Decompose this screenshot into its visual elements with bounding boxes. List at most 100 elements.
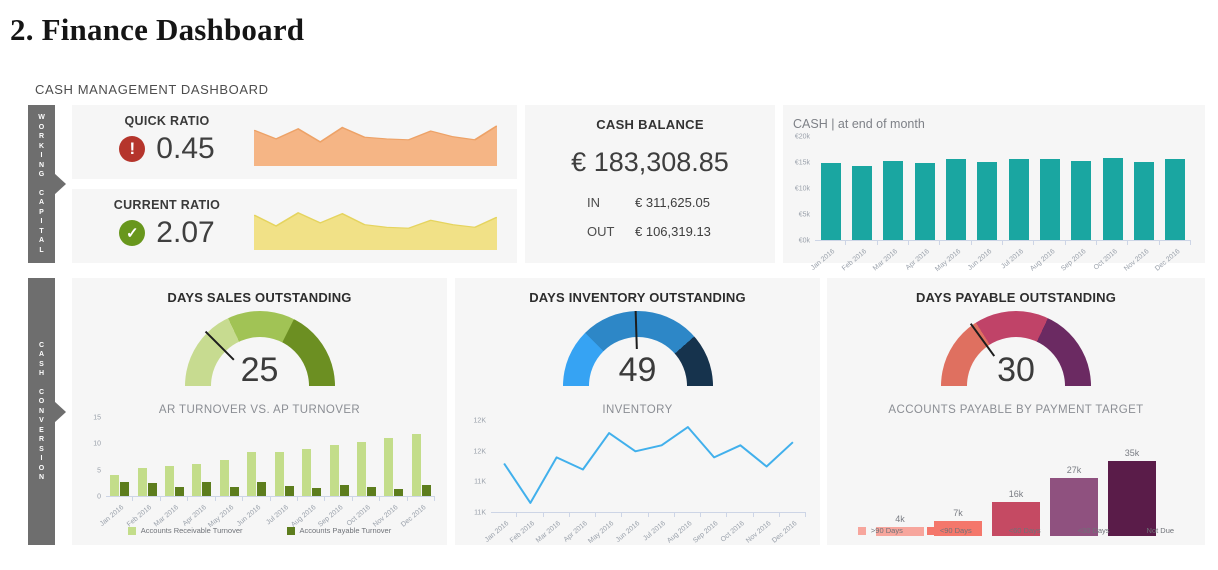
bar [1108,461,1156,536]
bar-value-label: 16k [1008,488,1024,499]
legend-item: <60 Days [995,526,1041,535]
bar [883,160,904,240]
y-axis-labels: 0 5 10 15 [80,415,106,501]
x-tick-label: Jul 2016 [999,248,1025,271]
legend-swatch [286,526,295,535]
cash-out-row: OUT € 106,319.13 [587,224,775,239]
x-slot: Jan 2016 [483,513,518,544]
cash-out-value: € 106,319.13 [635,224,711,239]
bar-slot [1034,137,1065,240]
vertical-tab-letter: C [38,189,45,197]
x-slot: Mar 2016 [535,513,570,544]
axis-tick [187,497,189,501]
dso-value: 25 [240,351,279,389]
vertical-tab-letter: R [38,436,45,443]
bar [820,162,841,240]
vertical-tab-letter: W [38,114,45,121]
legend-label: Accounts Payable Turnover [299,526,392,535]
bar-group [133,418,160,496]
x-slot: May 2016 [587,513,623,545]
x-slot: Nov 2016 [745,513,780,545]
legend-swatch [995,526,1004,535]
bar [329,445,339,496]
x-axis-labels: Jan 2016 Feb 2016 Mar 2016 Apr 2016 May 2016… [99,497,436,529]
vertical-tab-letter: I [40,455,43,462]
x-slot: Jun 2016 [967,241,1003,272]
bar [175,487,185,496]
x-slot: Dec 2016 [771,513,806,545]
bars-area [815,137,1191,241]
current-ratio-sparkline [254,204,497,250]
bar [120,482,130,496]
axis-tick [752,513,754,517]
bar-group [161,418,188,496]
bar [165,465,175,496]
bar [421,484,431,496]
axis-tick [805,513,806,517]
legend-item: <30 Days [1064,526,1110,535]
axis-tick [726,513,728,517]
y-tick-label: 0 [97,493,101,501]
arap-chart-title: AR TURNOVER VS. AP TURNOVER [158,404,361,416]
bar [202,481,212,496]
x-slot: Jul 2016 [1000,241,1035,270]
bar-slot [972,137,1003,240]
y-tick-label: 10 [93,440,101,448]
x-slot: Aug 2016 [666,513,701,545]
legend-swatch [1133,526,1142,535]
cash-eom-bar-chart: €0k €5k €10k €15k €20k Jan 2016 Feb 2016 Mar 20… [789,134,1191,273]
axis-tick [542,513,544,517]
dpo-value: 30 [997,351,1035,389]
y-tick-label: 12K [473,448,486,456]
legend-label: >90 Days [870,526,903,535]
y-tick-label: €15k [794,159,810,167]
axis-tick [406,497,408,501]
x-tick-label: Jan 2016 [99,504,126,528]
vertical-tab-letter: S [39,445,44,453]
bar [219,459,229,496]
dpo-gauge [941,311,1091,386]
bar-value-label: 4k [895,514,905,525]
dpo-title: DAYS PAYABLE OUTSTANDING [915,290,1117,305]
bar-slot [846,137,877,240]
x-slot: Nov 2016 [372,497,408,529]
vertical-tab-letter: I [40,218,43,225]
x-slot: Oct 2016 [1092,241,1129,272]
bar [312,488,322,496]
x-slot: Jan 2016 [810,241,847,272]
legend-item: Accounts Payable Turnover [286,526,392,535]
x-tick-label: Jan 2016 [810,248,837,272]
bar-group [408,418,435,496]
vertical-tab-letter: A [38,351,45,358]
vertical-tab-letter: O [38,398,45,405]
cash-in-row: IN € 311,625.05 [587,195,775,210]
bar-column: 4k [876,514,924,536]
x-slot: Sep 2016 [317,497,353,529]
y-axis-labels: €0k €5k €10k €15k €20k [789,134,815,245]
x-slot: Apr 2016 [904,241,941,272]
cash-out-label: OUT [587,224,615,239]
cash-eom-chart-panel: CASH | at end of month €0k €5k €10k €15k €20… [783,105,1205,273]
bar-slot [815,137,846,240]
axis-tick [1189,241,1191,245]
current-ratio-value: 2.07 [156,216,215,249]
bar-slot [909,137,940,240]
y-tick-label: €5k [798,211,810,219]
bar [934,521,982,536]
vertical-tab-letter: T [39,227,44,235]
current-ratio-panel: CURRENT RATIO ✓ 2.07 [72,189,517,263]
bar [147,483,157,496]
dio-title: DAYS INVENTORY OUTSTANDING [529,290,746,305]
alert-icon: ! [119,136,146,162]
vertical-tab-letter: C [38,341,45,349]
quick-ratio-value: 0.45 [156,132,215,165]
bar-slot [1066,137,1097,240]
bar-column: 7k [934,508,982,536]
x-slot: Feb 2016 [841,241,878,272]
bar [876,527,924,536]
dio-value: 49 [618,351,657,389]
y-tick-label: 11K [474,478,486,486]
x-slot: Sep 2016 [692,513,728,545]
vertical-tab-letter: N [38,474,45,481]
